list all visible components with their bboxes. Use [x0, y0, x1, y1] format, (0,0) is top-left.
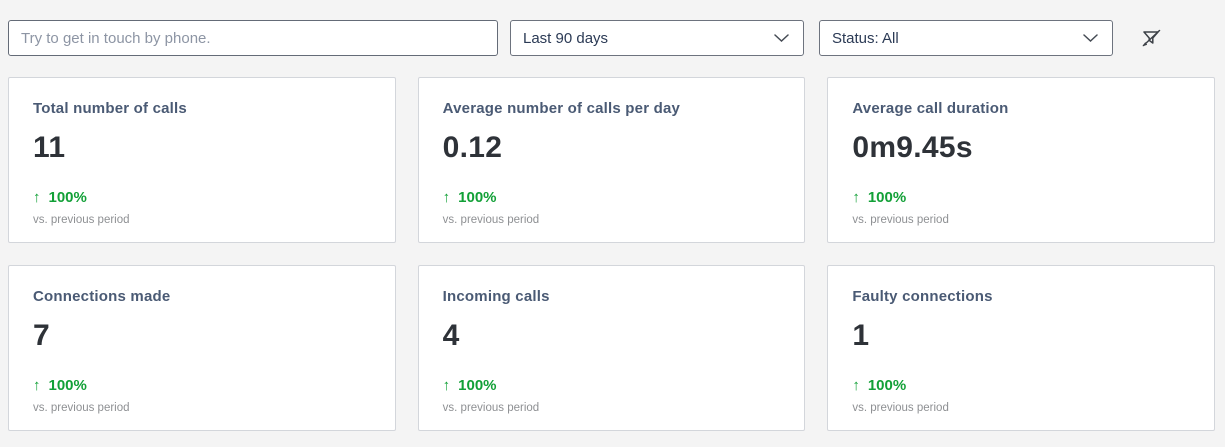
stat-card: Average number of calls per day 0.12 ↑ 1… — [417, 77, 806, 243]
stat-card-period-note: vs. previous period — [852, 402, 949, 414]
stat-card: Average call duration 0m9.45s ↑ 100% vs.… — [827, 77, 1215, 243]
trend-percentage: 100% — [48, 189, 87, 206]
filter-bar: Last 90 days Status: All — [8, 20, 1215, 56]
clear-filter-button[interactable] — [1131, 20, 1171, 56]
stat-card-period-note: vs. previous period — [442, 402, 540, 414]
chevron-down-icon — [1083, 33, 1098, 43]
stat-card-trend: ↑ 100% — [33, 189, 371, 206]
stat-card-value: 7 — [33, 319, 50, 352]
stat-card-trend: ↑ 100% — [443, 377, 781, 394]
stats-grid: Total number of calls 11 ↑ 100% vs. prev… — [8, 77, 1215, 431]
stat-card-title: Incoming calls — [442, 288, 550, 305]
stat-card-title: Average call duration — [852, 100, 1009, 117]
trend-percentage: 100% — [458, 189, 497, 206]
stat-card-trend: ↑ 100% — [852, 377, 1190, 394]
dashboard-page: Last 90 days Status: All — [8, 20, 1215, 431]
stat-card-trend: ↑ 100% — [443, 189, 781, 206]
stat-card-value: 4 — [442, 319, 460, 352]
stat-card-period-note: vs. previous period — [33, 402, 130, 414]
trend-percentage: 100% — [458, 377, 497, 394]
stat-card-title: Faulty connections — [852, 288, 993, 305]
trend-up-icon: ↑ — [852, 377, 860, 394]
chevron-down-icon — [774, 33, 789, 43]
stat-card-title: Connections made — [33, 288, 171, 305]
trend-percentage: 100% — [48, 377, 87, 394]
status-select[interactable]: Status: All — [819, 20, 1113, 56]
period-select-value: Last 90 days — [523, 29, 609, 47]
search-input[interactable] — [8, 20, 498, 56]
trend-up-icon: ↑ — [33, 377, 41, 394]
stat-card-period-note: vs. previous period — [852, 214, 949, 226]
stat-card: Connections made 7 ↑ 100% vs. previous p… — [8, 265, 396, 431]
trend-up-icon: ↑ — [442, 377, 451, 394]
stat-card: Faulty connections 1 ↑ 100% vs. previous… — [827, 265, 1215, 431]
stat-card-title: Average number of calls per day — [442, 100, 681, 117]
status-select-value: Status: All — [832, 29, 899, 47]
stat-card: Total number of calls 11 ↑ 100% vs. prev… — [8, 77, 396, 243]
trend-up-icon: ↑ — [442, 189, 451, 206]
filter-off-icon — [1139, 26, 1163, 50]
stat-card-period-note: vs. previous period — [33, 214, 130, 226]
stat-card-trend: ↑ 100% — [33, 377, 371, 394]
stat-card-trend: ↑ 100% — [852, 189, 1190, 206]
trend-up-icon: ↑ — [852, 189, 860, 206]
period-select[interactable]: Last 90 days — [510, 20, 804, 56]
trend-up-icon: ↑ — [33, 189, 41, 206]
stat-card-value: 0m9.45s — [852, 131, 973, 164]
trend-percentage: 100% — [867, 377, 907, 394]
stat-card-value: 1 — [852, 319, 870, 352]
stat-card-title: Total number of calls — [33, 100, 187, 117]
stat-card-period-note: vs. previous period — [442, 214, 540, 226]
stat-card: Incoming calls 4 ↑ 100% vs. previous per… — [417, 265, 806, 431]
stat-card-value: 11 — [33, 131, 66, 164]
trend-percentage: 100% — [867, 189, 907, 206]
stat-card-value: 0.12 — [442, 131, 503, 164]
